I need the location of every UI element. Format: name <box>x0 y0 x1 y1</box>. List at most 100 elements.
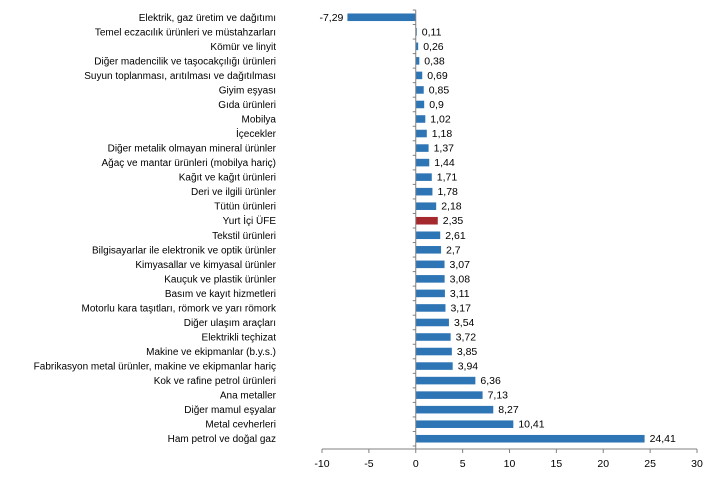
category-label: Fabrikasyon metal ürünler, makine ve eki… <box>34 362 276 373</box>
value-label: 1,71 <box>437 172 458 184</box>
bar <box>415 187 433 196</box>
category-label: Suyun toplanması, arıtılması ve dağıtılm… <box>84 71 276 82</box>
value-label: 3,07 <box>450 259 471 271</box>
category-labels: Elektrik, gaz üretim ve dağıtımı Temel ec… <box>34 13 277 445</box>
bar <box>347 13 416 22</box>
bar <box>415 376 476 385</box>
value-label: 2,61 <box>445 230 466 242</box>
bar <box>415 129 427 138</box>
value-label: 3,94 <box>458 361 479 373</box>
category-label: Ham petrol ve doğal gaz <box>168 434 276 445</box>
bars <box>347 13 645 443</box>
value-label: 0,26 <box>423 41 444 53</box>
category-label: Kağıt ve kağıt ürünleri <box>179 173 276 184</box>
category-label: Elektrikli teçhizat <box>202 333 277 344</box>
x-tick-label: 25 <box>644 458 656 470</box>
bar <box>415 434 645 443</box>
category-label: Kauçuk ve plastik ürünler <box>164 274 276 285</box>
category-label: Metal cevherleri <box>205 420 276 431</box>
bar <box>415 100 425 109</box>
x-tick-label: 30 <box>691 458 703 470</box>
value-label: 3,08 <box>450 273 471 285</box>
value-label: 1,02 <box>430 114 451 126</box>
x-tick-label: -10 <box>314 458 329 470</box>
bar <box>415 405 494 414</box>
value-label: 0,38 <box>424 55 445 67</box>
category-label: Motorlu kara taşıtları, römork ve yarı r… <box>82 303 277 314</box>
value-label: 8,27 <box>498 404 519 416</box>
value-label: 1,78 <box>437 186 458 198</box>
value-label: 0,85 <box>429 84 450 96</box>
value-label: 1,18 <box>432 128 453 140</box>
bar <box>415 28 417 36</box>
bar <box>415 289 445 298</box>
bar <box>415 158 430 167</box>
bar <box>415 275 445 283</box>
category-label: Tütün ürünleri <box>214 202 276 213</box>
category-label: Ana metaller <box>220 391 277 402</box>
bar <box>415 246 442 254</box>
x-tick-label: -5 <box>364 458 373 470</box>
category-label: Basım ve kayıt hizmetleri <box>165 289 276 300</box>
value-label: 3,85 <box>457 346 478 358</box>
value-label: 10,41 <box>518 419 544 431</box>
x-tick-labels: -10 -5 0 5 10 15 20 25 30 <box>314 458 703 470</box>
value-label: 1,44 <box>434 157 455 169</box>
value-label: -7,29 <box>319 12 343 24</box>
bar <box>415 362 453 370</box>
value-label: 0,9 <box>429 99 444 111</box>
bar <box>415 115 426 123</box>
bar <box>415 318 449 327</box>
category-label: Diğer madencilik ve taşocakçılığı ürünle… <box>94 56 276 67</box>
category-label: Deri ve ilgili ürünler <box>191 187 277 198</box>
x-tick-label: 0 <box>413 458 419 470</box>
value-label: 7,13 <box>488 390 509 402</box>
bar <box>415 173 432 181</box>
category-label: Bilgisayarlar ile elektronik ve optik ür… <box>92 245 277 256</box>
category-label: Gıda ürünleri <box>218 100 276 111</box>
value-label: 6,36 <box>480 375 501 387</box>
bar <box>415 260 445 269</box>
bar <box>415 231 441 240</box>
category-label: Kok ve rafine petrol ürünleri <box>154 376 276 387</box>
category-label: Giyim eşyası <box>219 85 276 96</box>
category-label: Yurt İçi ÜFE <box>223 214 277 227</box>
category-label: Temel eczacılık ürünleri ve müstahzarlar… <box>95 27 276 38</box>
bar <box>415 420 514 428</box>
bar <box>415 202 437 210</box>
bar <box>415 333 451 341</box>
category-label: Ağaç ve mantar ürünleri (mobilya hariç) <box>101 158 276 169</box>
value-label: 3,54 <box>454 317 475 329</box>
bar <box>415 216 438 225</box>
value-label: 3,11 <box>450 288 470 300</box>
bar <box>415 391 483 399</box>
value-label: 1,37 <box>434 143 455 155</box>
category-label: Kimyasallar ve kimyasal ürünler <box>135 260 276 271</box>
x-tick-label: 20 <box>597 458 609 470</box>
value-label: 3,17 <box>450 302 471 314</box>
x-tick-label: 15 <box>551 458 563 470</box>
value-label: 2,35 <box>443 215 464 227</box>
value-label: 0,69 <box>427 70 448 82</box>
category-label: Makine ve ekipmanlar (b.y.s.) <box>146 347 276 358</box>
bar <box>415 42 419 51</box>
bar <box>415 144 429 152</box>
category-label: İçecekler <box>236 127 277 140</box>
category-label: Diğer mamul eşyalar <box>184 405 276 416</box>
value-label: 24,41 <box>650 433 676 445</box>
value-label: 2,18 <box>441 201 462 213</box>
bar <box>415 304 446 312</box>
bar <box>415 86 424 94</box>
axes <box>321 9 698 453</box>
x-tick-label: 10 <box>504 458 516 470</box>
bar <box>415 347 452 356</box>
x-tick-label: 5 <box>460 458 466 470</box>
category-label: Diğer metalik olmayan mineral ürünler <box>108 144 277 155</box>
category-label: Elektrik, gaz üretim ve dağıtımı <box>139 13 276 24</box>
value-labels: -7,29 0,11 0,26 0,38 0,69 0,85 0,9 1,02 1,18 1,37… <box>319 12 676 445</box>
value-label: 0,11 <box>422 26 442 38</box>
category-label: Mobilya <box>242 115 277 126</box>
value-label: 2,7 <box>446 244 461 256</box>
bar <box>415 57 420 65</box>
